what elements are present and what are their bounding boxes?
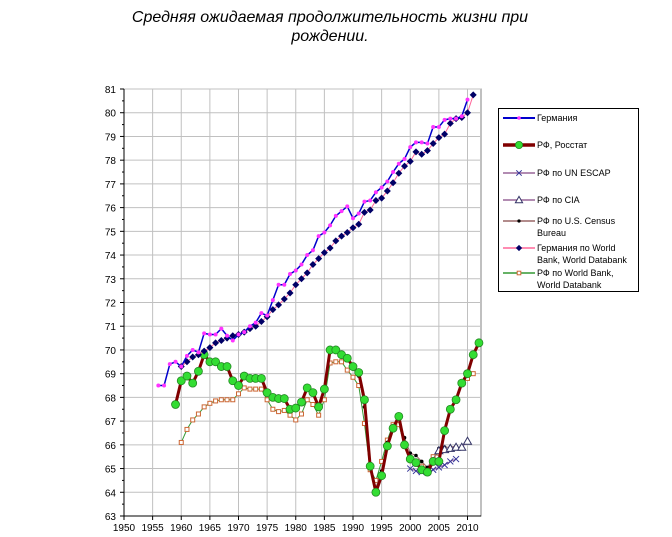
svg-text:69: 69 — [105, 370, 117, 381]
chart-title-line-1: Средняя ожидаемая продолжительность жизн… — [131, 9, 529, 26]
legend-label: РФ, Росстат — [537, 140, 588, 150]
series-1 — [171, 338, 484, 497]
legend-symbol-rf-un-escap — [503, 169, 535, 177]
svg-text:73: 73 — [105, 275, 117, 286]
legend-item-germany: Германия — [503, 112, 637, 124]
svg-text:2000: 2000 — [399, 523, 422, 534]
legend-symbol-germany-wb — [503, 244, 535, 252]
svg-text:77: 77 — [105, 180, 117, 191]
legend-symbol-germany — [503, 116, 535, 120]
svg-text:75: 75 — [105, 227, 117, 238]
legend-item-rf-rosstat: РФ, Росстат — [503, 139, 637, 151]
svg-text:78: 78 — [105, 156, 117, 167]
svg-text:1980: 1980 — [285, 523, 308, 534]
legend-label: РФ по U.S. Census Bureau — [537, 216, 616, 238]
legend-label: Германия — [537, 113, 578, 123]
svg-text:72: 72 — [105, 299, 117, 310]
legend-label: РФ по UN ESCAP — [537, 168, 611, 178]
svg-text:1970: 1970 — [227, 523, 250, 534]
svg-text:2010: 2010 — [456, 523, 479, 534]
svg-text:63: 63 — [105, 512, 117, 523]
legend-item-rf-un-escap: РФ по UN ESCAP — [503, 167, 637, 179]
series-0 — [156, 97, 470, 388]
legend-symbol-rf-census — [503, 219, 535, 223]
svg-text:66: 66 — [105, 441, 117, 452]
chart-title: Средняя ожидаемая продолжительность жизн… — [120, 8, 540, 46]
legend-symbol-rf-cia — [503, 195, 535, 204]
svg-text:1965: 1965 — [199, 523, 222, 534]
legend-label: РФ по CIA — [537, 195, 580, 205]
svg-text:74: 74 — [105, 251, 117, 262]
legend: Германия РФ, Росстат РФ по UN ESCAP РФ п… — [498, 108, 639, 292]
svg-text:1975: 1975 — [256, 523, 279, 534]
plot-area — [156, 91, 484, 497]
svg-text:68: 68 — [105, 393, 117, 404]
svg-text:76: 76 — [105, 204, 117, 215]
legend-item-rf-census: РФ по U.S. Census Bureau — [503, 215, 637, 239]
svg-text:1985: 1985 — [313, 523, 336, 534]
chart-title-line-2: рождении. — [291, 28, 369, 45]
svg-text:64: 64 — [105, 488, 117, 499]
svg-text:1955: 1955 — [142, 523, 165, 534]
svg-text:1995: 1995 — [371, 523, 394, 534]
axes: 63 64 65 66 67 68 69 70 71 72 73 74 75 76 77 78 79 80 81 19… — [105, 85, 481, 534]
svg-text:70: 70 — [105, 346, 117, 357]
legend-item-rf-cia: РФ по CIA — [503, 194, 637, 206]
legend-symbol-rf-rosstat — [503, 141, 535, 149]
svg-text:65: 65 — [105, 465, 117, 476]
legend-label: РФ по World Bank, World Databank — [537, 268, 614, 290]
legend-label: Германия по World Bank, World Databank — [537, 243, 627, 265]
legend-item-germany-wb: Германия по World Bank, World Databank — [503, 242, 637, 266]
svg-text:79: 79 — [105, 132, 117, 143]
legend-symbol-rf-wb — [503, 270, 535, 276]
svg-text:80: 80 — [105, 109, 117, 120]
svg-text:1960: 1960 — [170, 523, 193, 534]
svg-text:81: 81 — [105, 85, 117, 96]
legend-item-rf-wb: РФ по World Bank, World Databank — [503, 267, 637, 291]
svg-text:1990: 1990 — [342, 523, 365, 534]
svg-text:1950: 1950 — [113, 523, 136, 534]
svg-text:71: 71 — [105, 322, 117, 333]
svg-text:2005: 2005 — [428, 523, 451, 534]
svg-text:67: 67 — [105, 417, 117, 428]
